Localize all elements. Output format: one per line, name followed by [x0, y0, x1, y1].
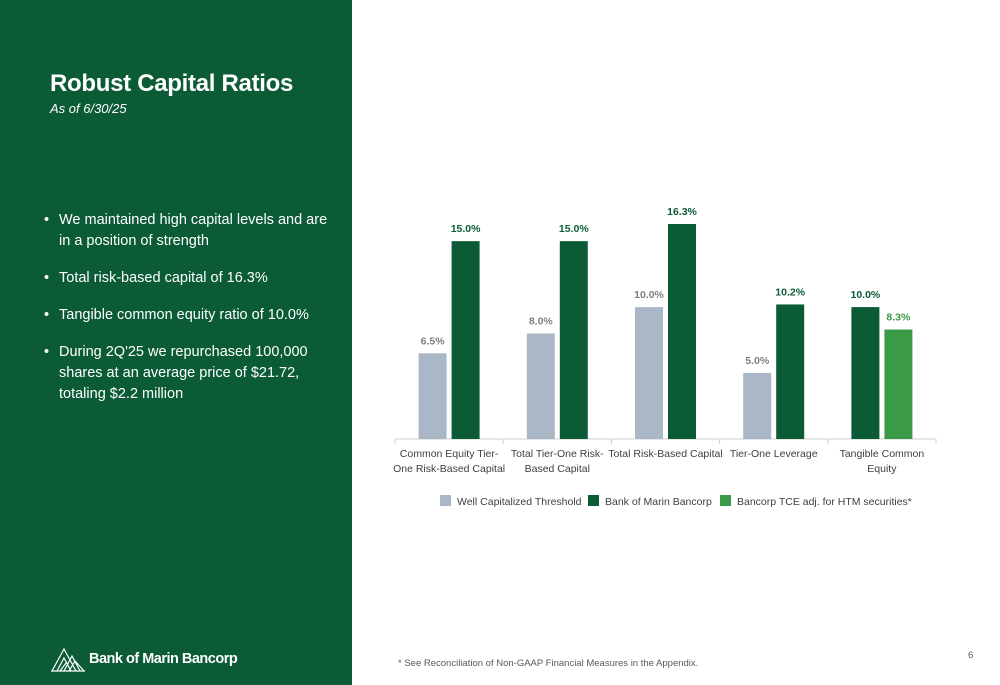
- bullet-marker: •: [44, 344, 50, 360]
- bar-2-3: [668, 224, 696, 439]
- slide-subtitle: As of 6/30/25: [50, 101, 127, 116]
- chart-legend: Well Capitalized Threshold Bank of Marin …: [440, 495, 912, 508]
- bullet-text: Tangible common equity ratio of 10.0%: [59, 307, 309, 323]
- bar-2-1: [451, 241, 480, 439]
- bar-1-4: [743, 373, 772, 439]
- data-label: 8.3%: [886, 312, 911, 324]
- category-label: Equity: [867, 463, 897, 475]
- bar-1-3: [635, 307, 663, 439]
- bar-2-2: [559, 241, 588, 439]
- legend-swatch: [720, 495, 731, 506]
- category-label: Total Risk-Based Capital: [608, 448, 722, 460]
- bullet-item: • Tangible common equity ratio of 10.0%: [44, 305, 334, 326]
- bullet-item: • During 2Q'25 we repurchased 100,000 sha…: [44, 342, 334, 405]
- bar-3-5: [884, 329, 913, 439]
- logo-mark-icon: [51, 647, 85, 672]
- legend-swatch: [588, 495, 599, 506]
- bar-2-5: [851, 307, 880, 439]
- data-label: 15.0%: [451, 223, 481, 235]
- bullet-text: We maintained high capital levels and ar…: [59, 212, 328, 249]
- data-label: 10.0%: [634, 289, 664, 301]
- data-label: 15.0%: [559, 223, 589, 235]
- bar-1-2: [526, 333, 555, 439]
- data-label: 5.0%: [745, 355, 770, 367]
- capital-ratios-chart: 6.5% 15.0% Common Equity Tier- One Risk-Bas…: [393, 206, 937, 475]
- logo-text: Bank of Marin Bancorp: [89, 651, 238, 667]
- data-label: 16.3%: [667, 206, 697, 218]
- legend-label: Bank of Marin Bancorp: [605, 496, 712, 508]
- bar-2-4: [776, 304, 805, 439]
- legend-swatch: [440, 495, 451, 506]
- category-label: Based Capital: [525, 463, 590, 475]
- legend-label: Well Capitalized Threshold: [457, 496, 582, 508]
- bullet-item: • Total risk-based capital of 16.3%: [44, 268, 334, 289]
- bullet-list: • We maintained high capital levels and a…: [44, 210, 334, 421]
- footnote: * See Reconciliation of Non-GAAP Financi…: [398, 658, 699, 669]
- company-logo: Bank of Marin Bancorp: [50, 640, 270, 676]
- bullet-marker: •: [44, 212, 50, 228]
- data-label: 10.0%: [851, 289, 881, 301]
- bullet-text: During 2Q'25 we repurchased 100,000 shar…: [59, 344, 308, 402]
- left-panel: Robust Capital Ratios As of 6/30/25 • We …: [0, 0, 352, 685]
- bar-1-1: [418, 353, 447, 439]
- bullet-marker: •: [44, 270, 50, 286]
- data-label: 10.2%: [775, 286, 805, 298]
- data-label: 6.5%: [421, 335, 446, 347]
- data-label: 8.0%: [529, 315, 554, 327]
- category-label: Tangible Common: [840, 448, 925, 460]
- slide-title: Robust Capital Ratios: [50, 70, 294, 97]
- category-label: One Risk-Based Capital: [393, 463, 505, 475]
- bullet-marker: •: [44, 307, 50, 323]
- legend-label: Bancorp TCE adj. for HTM securities*: [737, 496, 912, 508]
- category-label: Total Tier-One Risk-: [511, 448, 604, 460]
- category-label: Tier-One Leverage: [730, 448, 818, 460]
- bullet-text: Total risk-based capital of 16.3%: [59, 270, 268, 286]
- category-label: Common Equity Tier-: [400, 448, 499, 460]
- bullet-item: • We maintained high capital levels and a…: [44, 210, 334, 252]
- page-number: 6: [968, 650, 974, 661]
